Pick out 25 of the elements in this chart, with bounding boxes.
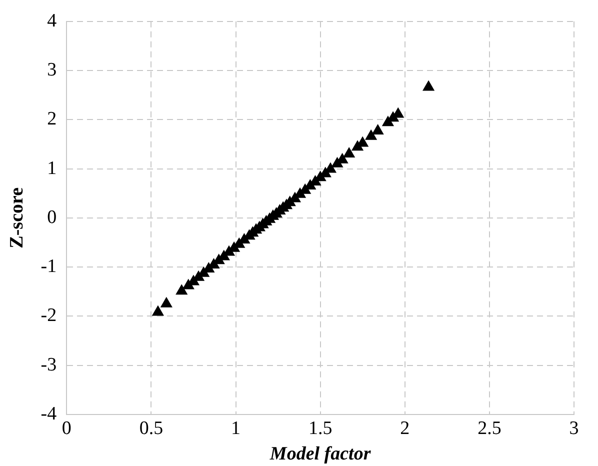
y-tick-label: -3	[40, 354, 57, 376]
point	[152, 306, 164, 316]
y-tick-label: -2	[40, 305, 57, 326]
point	[365, 130, 377, 140]
x-axis-title: Model factor	[268, 444, 372, 465]
y-tick-label: -1	[40, 256, 57, 278]
y-axis-title: Z-score	[6, 187, 28, 248]
x-tick-label: 2	[400, 418, 410, 439]
point	[176, 284, 188, 295]
x-tick-label: 3	[569, 418, 579, 439]
y-tick-label: 2	[47, 108, 57, 130]
x-tick-label: 0	[62, 418, 72, 439]
y-tick-label: 3	[47, 60, 57, 81]
point	[343, 148, 355, 158]
x-tick-label: 0.5	[139, 418, 164, 439]
y-tick-label: 4	[47, 10, 58, 32]
y-tick-label: 1	[47, 158, 57, 179]
y-tick-label: 0	[47, 206, 57, 228]
point	[160, 297, 172, 308]
x-tick-label: 2.5	[478, 418, 502, 439]
point	[372, 124, 384, 134]
x-tick-label: 1.5	[308, 418, 332, 439]
x-tick-label: 1	[231, 418, 240, 439]
y-tick-label: -4	[40, 403, 58, 424]
point	[422, 80, 434, 91]
